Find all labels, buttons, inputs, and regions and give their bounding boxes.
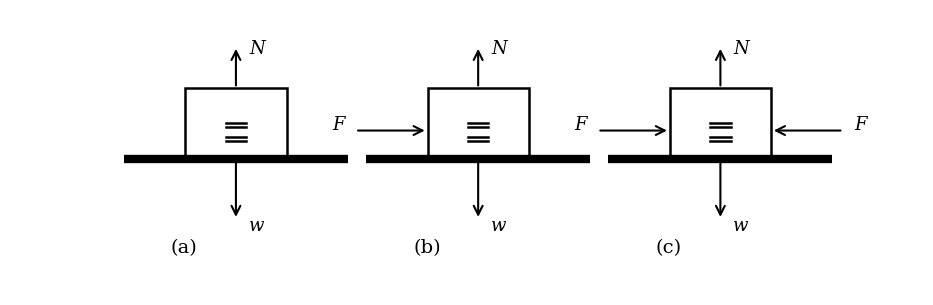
Text: w: w: [491, 217, 507, 235]
Text: (c): (c): [655, 239, 681, 257]
Text: w: w: [249, 217, 264, 235]
Text: F: F: [855, 116, 867, 134]
Text: N: N: [491, 40, 507, 58]
Text: N: N: [249, 40, 265, 58]
Text: F: F: [574, 116, 587, 134]
Text: w: w: [733, 217, 749, 235]
Text: (a): (a): [171, 239, 198, 257]
Text: F: F: [332, 116, 344, 134]
Text: N: N: [733, 40, 749, 58]
Text: (b): (b): [413, 239, 440, 257]
